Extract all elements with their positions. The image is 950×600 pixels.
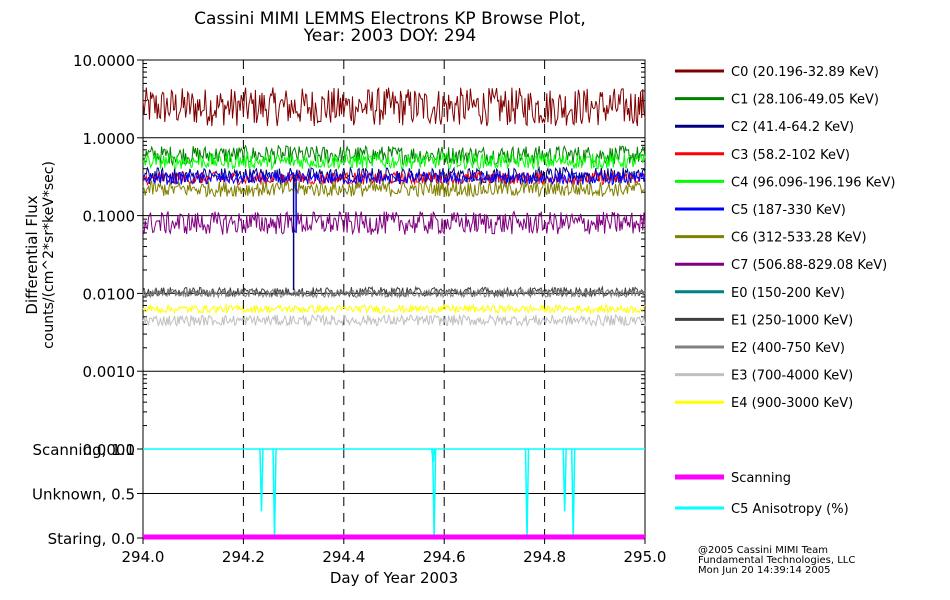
legend-label: C3 (58.2-102 KeV) — [731, 148, 850, 163]
legend: C0 (20.196-32.89 KeV) C1 (28.106-49.05 Ke… — [675, 65, 895, 517]
status-ytick-label: Staring, 0.0 — [48, 530, 135, 548]
chart-subtitle: Year: 2003 DOY: 294 — [303, 26, 477, 46]
credit-line-2: Fundamental Technologies, LLC — [698, 555, 856, 566]
legend-label: E1 (250-1000 KeV) — [731, 313, 853, 328]
legend-label: C6 (312-533.28 KeV) — [731, 231, 867, 246]
legend-label: Scanning — [731, 471, 791, 486]
anisotropy-dip — [524, 448, 530, 539]
flux-ylabel-units: counts/(cm^2*sr*keV*sec) — [41, 161, 57, 349]
flux-ytick-label: 1.0000 — [83, 130, 136, 148]
flux-ytick-label: 0.0010 — [83, 363, 136, 381]
series-line — [142, 170, 646, 187]
flux-ytick-label: 0.1000 — [83, 208, 136, 226]
legend-label: E4 (900-3000 KeV) — [731, 396, 853, 411]
legend-label: E2 (400-750 KeV) — [731, 341, 845, 356]
anisotropy-dip — [272, 448, 277, 539]
legend-label: C1 (28.106-49.05 KeV) — [731, 93, 879, 108]
legend-label: C7 (506.88-829.08 KeV) — [731, 258, 887, 273]
flux-ytick-label: 0.0100 — [83, 285, 136, 303]
xlabel: Day of Year 2003 — [330, 569, 458, 587]
series-line — [142, 303, 646, 315]
series-line — [142, 287, 646, 299]
status-ytick-label: Unknown, 0.5 — [32, 486, 135, 504]
legend-label: E3 (700-4000 KeV) — [731, 369, 853, 384]
status-ytick-label: Scanning, 1.0 — [32, 441, 135, 459]
xtick-label: 294.2 — [222, 548, 265, 566]
anisotropy-dip — [570, 448, 576, 539]
legend-label: C2 (41.4-64.2 KeV) — [731, 120, 854, 135]
legend-label: C4 (96.096-196.196 KeV) — [731, 175, 895, 190]
flux-ytick-label: 10.0000 — [73, 52, 135, 70]
flux-ylabel: Differential Flux — [23, 195, 41, 314]
flux-panel: 10.0000 1.0000 0.1000 0.0100 0.0010 0.0001 Dif… — [23, 52, 646, 459]
xtick-label: 295.0 — [624, 548, 667, 566]
flux-ytick-label: 0.0001 — [83, 441, 136, 459]
xtick-label: 294.8 — [523, 548, 566, 566]
series-line — [142, 313, 646, 328]
credit-line-3: Mon Jun 20 14:39:14 2005 — [698, 565, 831, 576]
anisotropy-dip — [562, 448, 567, 512]
legend-label: C0 (20.196-32.89 KeV) — [731, 65, 879, 80]
flux-plot-frame — [142, 59, 646, 450]
legend-label: C5 (187-330 KeV) — [731, 203, 846, 218]
anisotropy-dip — [431, 448, 437, 539]
legend-label: E0 (150-200 KeV) — [731, 286, 845, 301]
chart-title: Cassini MIMI LEMMS Electrons KP Browse P… — [194, 9, 586, 29]
credit-line-1: @2005 Cassini MIMI Team — [698, 545, 828, 556]
anisotropy-dip — [259, 448, 264, 512]
series-line — [142, 151, 646, 171]
xtick-label: 294.0 — [122, 548, 165, 566]
xtick-label: 294.4 — [322, 548, 365, 566]
series-line — [142, 86, 646, 127]
xtick-label: 294.6 — [423, 548, 466, 566]
series-line — [142, 179, 646, 198]
series-line — [142, 210, 646, 236]
legend-label: C5 Anisotropy (%) — [731, 502, 849, 517]
